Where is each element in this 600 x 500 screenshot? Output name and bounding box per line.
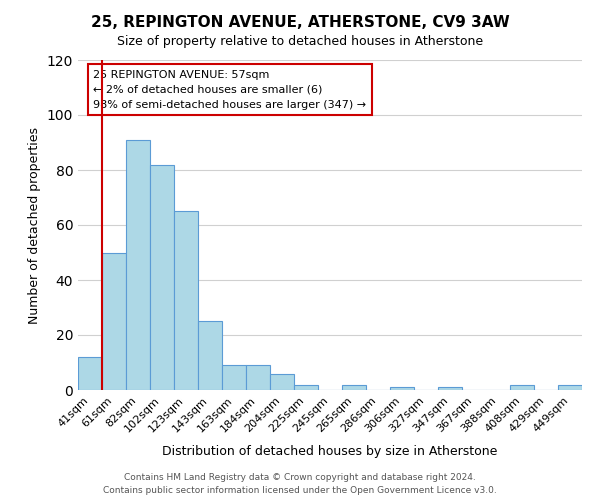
- Bar: [102, 252, 126, 390]
- Bar: [126, 140, 150, 390]
- Bar: [558, 384, 582, 390]
- Bar: [270, 374, 294, 390]
- Bar: [390, 387, 414, 390]
- Bar: [510, 384, 534, 390]
- Bar: [222, 365, 246, 390]
- Bar: [174, 211, 198, 390]
- Text: Size of property relative to detached houses in Atherstone: Size of property relative to detached ho…: [117, 35, 483, 48]
- Bar: [294, 384, 318, 390]
- Bar: [150, 164, 174, 390]
- Y-axis label: Number of detached properties: Number of detached properties: [28, 126, 41, 324]
- Text: 25, REPINGTON AVENUE, ATHERSTONE, CV9 3AW: 25, REPINGTON AVENUE, ATHERSTONE, CV9 3A…: [91, 15, 509, 30]
- X-axis label: Distribution of detached houses by size in Atherstone: Distribution of detached houses by size …: [163, 445, 497, 458]
- Bar: [342, 384, 366, 390]
- Bar: [246, 365, 270, 390]
- Bar: [198, 322, 222, 390]
- Text: 25 REPINGTON AVENUE: 57sqm
← 2% of detached houses are smaller (6)
98% of semi-d: 25 REPINGTON AVENUE: 57sqm ← 2% of detac…: [93, 70, 366, 110]
- Bar: [78, 357, 102, 390]
- Text: Contains HM Land Registry data © Crown copyright and database right 2024.
Contai: Contains HM Land Registry data © Crown c…: [103, 474, 497, 495]
- Bar: [438, 387, 462, 390]
